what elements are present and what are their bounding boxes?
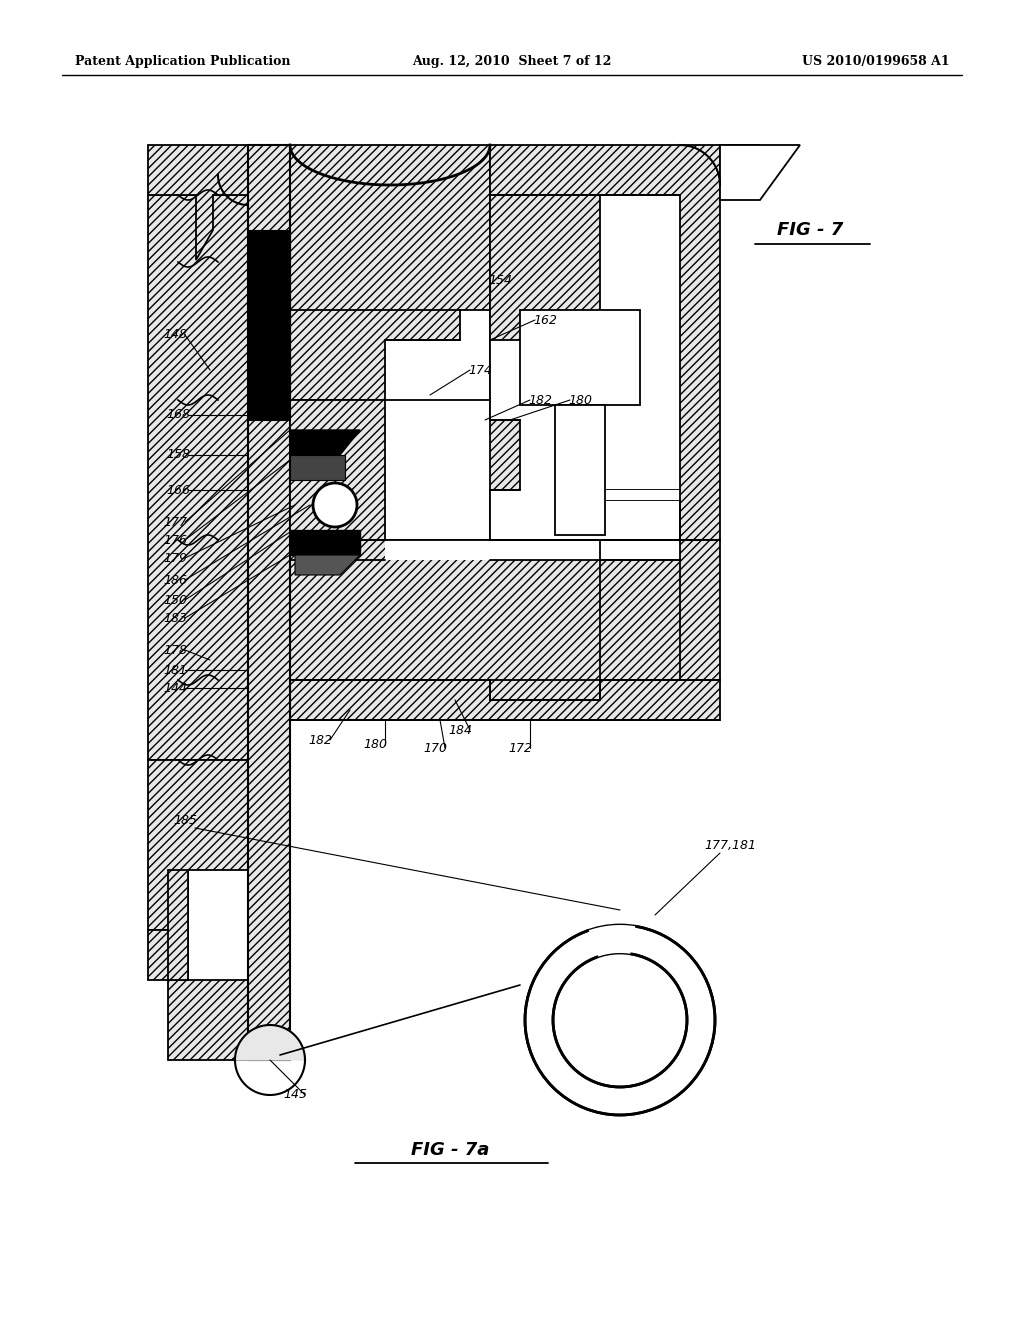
Bar [555,405,605,535]
Text: FIG - 7a: FIG - 7a [411,1140,489,1159]
Text: 179: 179 [163,552,187,565]
Text: Aug. 12, 2010  Sheet 7 of 12: Aug. 12, 2010 Sheet 7 of 12 [413,55,611,69]
Polygon shape [588,925,637,957]
Text: 150: 150 [163,594,187,606]
Polygon shape [168,979,248,1060]
Circle shape [313,483,357,527]
Polygon shape [248,145,290,1060]
Text: 177: 177 [163,516,187,528]
Polygon shape [290,540,720,700]
Text: 168: 168 [166,408,190,421]
Text: 144: 144 [163,681,187,694]
Text: 148: 148 [163,329,187,342]
Text: 145: 145 [283,1089,307,1101]
Text: 182: 182 [528,393,552,407]
Circle shape [553,953,687,1086]
Polygon shape [490,195,600,341]
Polygon shape [490,145,720,540]
Polygon shape [148,760,248,931]
Text: 172: 172 [508,742,532,755]
Text: 184: 184 [449,723,472,737]
Polygon shape [168,870,188,979]
Polygon shape [290,531,360,554]
Text: 158: 158 [166,449,190,462]
Polygon shape [290,430,360,455]
Text: 181: 181 [163,664,187,676]
Text: 183: 183 [163,611,187,624]
Polygon shape [234,1026,305,1060]
Polygon shape [148,931,188,979]
Text: 180: 180 [362,738,387,751]
Text: 174: 174 [468,363,492,376]
Text: US 2010/0199658 A1: US 2010/0199658 A1 [803,55,950,69]
Text: 170: 170 [423,742,447,755]
Polygon shape [248,230,290,420]
Text: 176: 176 [163,533,187,546]
Text: 182: 182 [308,734,332,747]
Polygon shape [290,400,385,540]
Polygon shape [290,145,490,400]
Polygon shape [490,195,680,540]
Polygon shape [290,680,720,719]
Text: 178: 178 [163,644,187,656]
Polygon shape [385,490,680,560]
Text: 166: 166 [166,483,190,496]
Bar [520,310,640,405]
Text: 154: 154 [488,273,512,286]
Text: 186: 186 [163,573,187,586]
Polygon shape [295,554,360,576]
Text: 180: 180 [568,393,592,407]
Text: 185: 185 [173,813,197,826]
Circle shape [525,925,715,1115]
Text: 177,181: 177,181 [705,838,756,851]
Polygon shape [148,145,248,260]
Polygon shape [720,145,800,201]
Text: 162: 162 [534,314,557,326]
Polygon shape [290,455,345,480]
Text: Patent Application Publication: Patent Application Publication [75,55,291,69]
Text: FIG - 7: FIG - 7 [777,220,843,239]
Polygon shape [148,195,248,760]
